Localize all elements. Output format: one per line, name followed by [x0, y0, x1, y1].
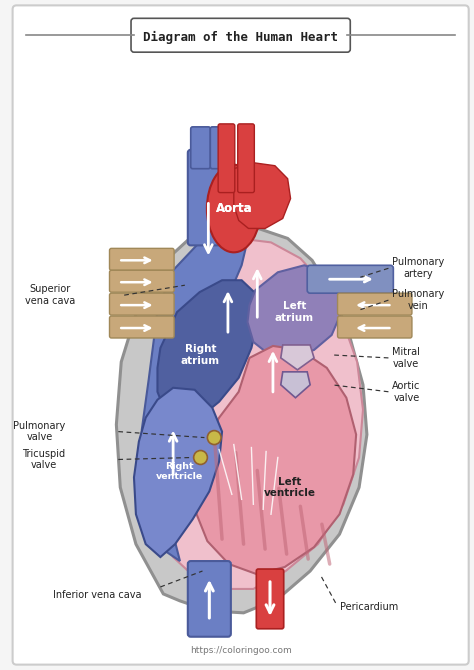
- Polygon shape: [116, 228, 367, 613]
- Polygon shape: [142, 232, 248, 561]
- Text: Pulmonary
artery: Pulmonary artery: [392, 257, 445, 279]
- Text: Aorta: Aorta: [216, 202, 252, 215]
- Text: Aorta: Aorta: [216, 202, 252, 215]
- FancyBboxPatch shape: [131, 18, 350, 52]
- FancyBboxPatch shape: [238, 124, 255, 192]
- Text: Inferior vena cava: Inferior vena cava: [53, 590, 142, 600]
- Text: Pulmonary
valve: Pulmonary valve: [13, 421, 65, 442]
- Polygon shape: [281, 345, 314, 370]
- Text: Right
atrium: Right atrium: [181, 344, 220, 366]
- Polygon shape: [234, 163, 291, 228]
- FancyBboxPatch shape: [188, 150, 231, 245]
- FancyBboxPatch shape: [109, 270, 174, 292]
- Text: Superior
vena cava: Superior vena cava: [25, 284, 75, 306]
- Circle shape: [207, 431, 221, 444]
- Polygon shape: [148, 239, 363, 589]
- Text: Right
ventricle: Right ventricle: [155, 462, 202, 481]
- Text: Diagram of the Human Heart: Diagram of the Human Heart: [143, 31, 338, 44]
- Polygon shape: [157, 280, 258, 421]
- FancyBboxPatch shape: [337, 293, 412, 315]
- FancyBboxPatch shape: [188, 561, 231, 636]
- FancyBboxPatch shape: [109, 293, 174, 315]
- Text: Pericardium: Pericardium: [339, 602, 398, 612]
- Circle shape: [194, 450, 207, 464]
- FancyBboxPatch shape: [109, 249, 174, 270]
- Text: Left
atrium: Left atrium: [275, 302, 314, 323]
- FancyBboxPatch shape: [109, 316, 174, 338]
- FancyBboxPatch shape: [337, 316, 412, 338]
- FancyBboxPatch shape: [256, 569, 284, 628]
- FancyBboxPatch shape: [218, 124, 235, 192]
- FancyBboxPatch shape: [13, 5, 469, 665]
- FancyBboxPatch shape: [307, 265, 393, 293]
- Polygon shape: [134, 388, 222, 557]
- FancyBboxPatch shape: [191, 127, 210, 169]
- Text: Pulmonary
vein: Pulmonary vein: [392, 289, 445, 311]
- Polygon shape: [247, 265, 341, 358]
- Polygon shape: [281, 372, 310, 398]
- Text: Aortic
valve: Aortic valve: [392, 381, 421, 403]
- Polygon shape: [195, 346, 356, 574]
- FancyBboxPatch shape: [210, 127, 230, 169]
- Text: Tricuspid
valve: Tricuspid valve: [22, 449, 65, 470]
- Text: https://coloringoo.com: https://coloringoo.com: [190, 646, 292, 655]
- Text: Left
ventricle: Left ventricle: [264, 476, 316, 498]
- Text: Mitral
valve: Mitral valve: [392, 347, 420, 368]
- Ellipse shape: [207, 165, 261, 253]
